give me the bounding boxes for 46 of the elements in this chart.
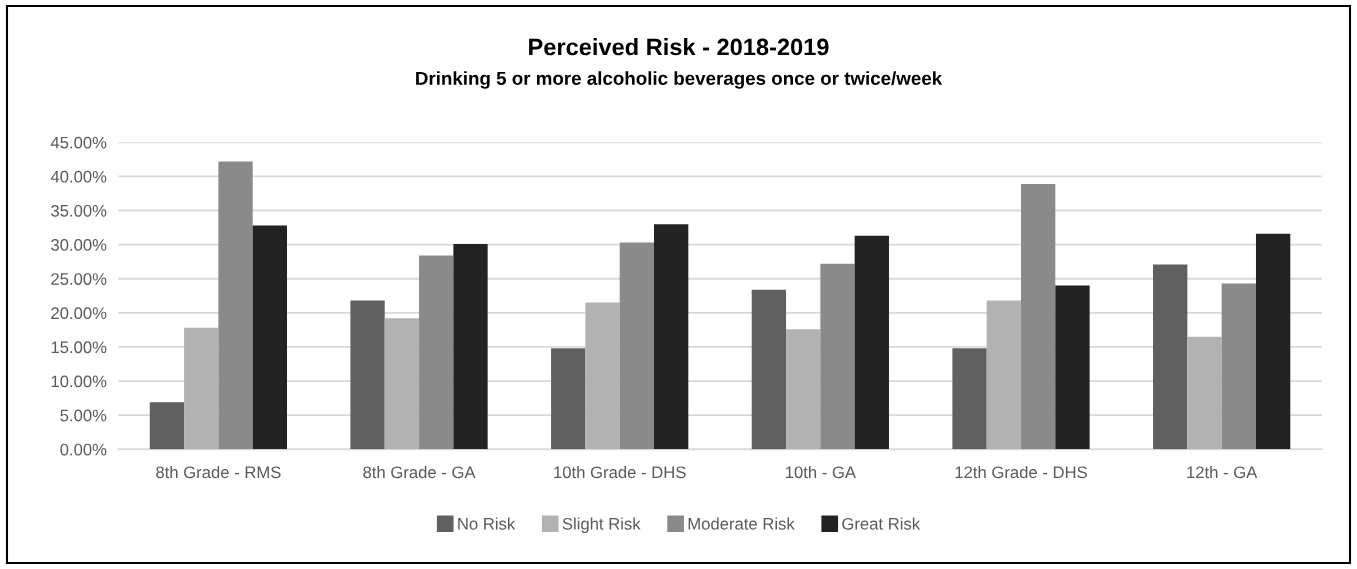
bar [1187,336,1222,450]
bar [1221,283,1256,450]
y-tick-label: 15.00% [51,341,107,354]
y-tick-label: 5.00% [60,409,107,422]
x-tick-label: 10th Grade - DHS [554,465,686,479]
bar [384,318,420,450]
bar [1021,183,1056,450]
x-tick-label: 12th Grade - DHS [955,465,1087,479]
bar [986,300,1022,450]
bar [619,242,655,450]
bar [419,255,454,450]
bar [585,302,620,450]
bar [1055,285,1090,450]
legend-label: No Risk [458,517,516,530]
bar [952,348,987,450]
legend-label: Great Risk [842,517,921,530]
x-tick-label: 12th - GA [1187,465,1258,479]
y-tick-label: 40.00% [50,170,107,183]
y-tick-label: 30.00% [51,239,107,251]
bar [1153,264,1188,450]
bar [820,263,855,450]
y-tick-label: 35.00% [51,204,107,217]
legend-label: Slight Risk [562,517,641,533]
bar [149,402,185,450]
bar [1255,233,1291,450]
bar [654,224,689,450]
bar [350,300,385,450]
x-tick-label: 8th Grade - GA [363,465,476,479]
y-tick-label: 0.00% [60,443,107,456]
y-tick-label: 10.00% [51,375,107,388]
y-tick-label: 45.00% [50,136,107,149]
bar [751,289,787,450]
chart-subtitle: Drinking 5 or more alcoholic beverages once or twice/week [416,71,943,89]
bar [218,161,253,450]
y-tick-label: 25.00% [51,273,107,285]
x-tick-label: 10th - GA [785,465,856,479]
x-tick-label: 8th Grade - RMS [156,465,281,479]
bar [184,327,219,450]
y-tick-label: 20.00% [51,307,107,320]
chart-title: Perceived Risk - 2018-2019 [529,38,829,56]
bar [453,243,488,450]
bar [252,225,288,450]
bar [854,235,889,450]
legend-label: Moderate Risk [688,517,795,530]
bar [551,348,586,450]
bar [786,329,821,450]
